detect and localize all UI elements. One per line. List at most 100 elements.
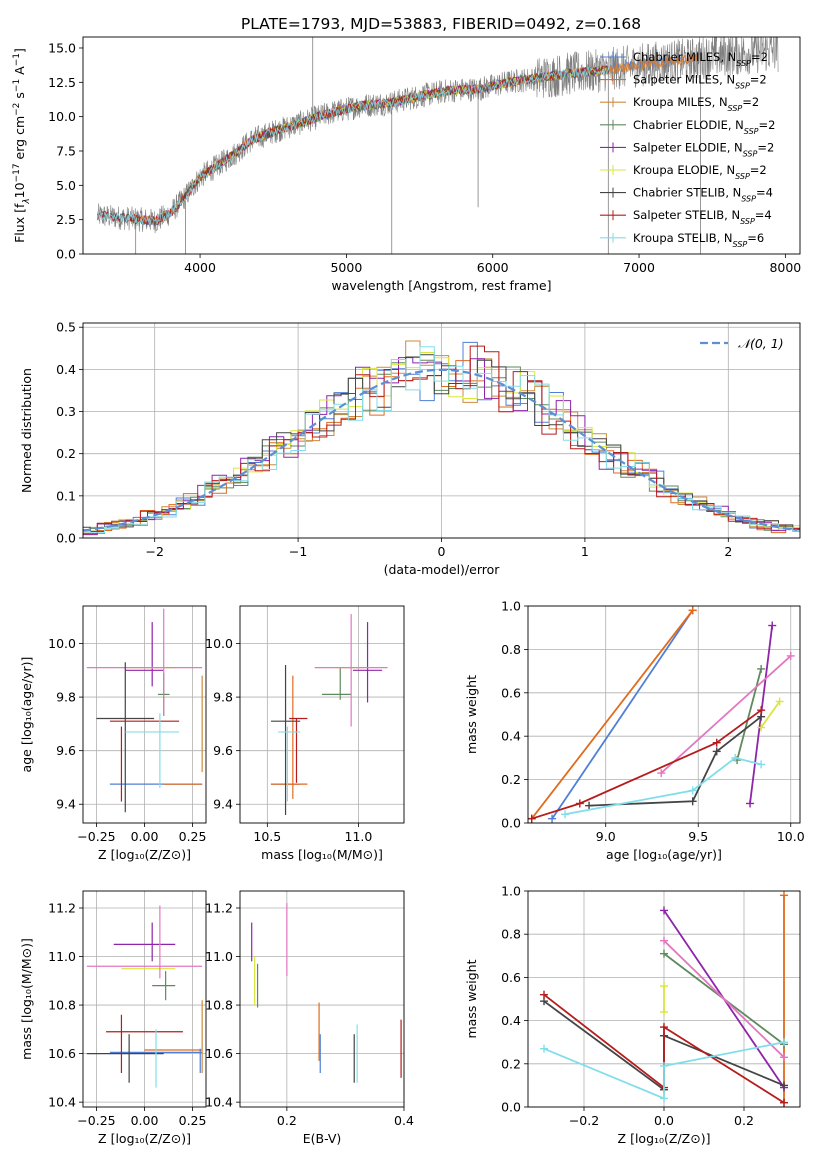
axes-frame	[239, 890, 405, 1108]
x-axis-label: Z [log₁₀(Z/Z⊙)]	[98, 1131, 191, 1146]
y-tick-label: 10.6	[205, 1046, 233, 1061]
y-tick-label: 15.0	[48, 40, 76, 55]
legend-label-text: Salpeter MILES, N	[633, 73, 735, 87]
x-tick-label: 4000	[184, 260, 216, 275]
legend-label: Kroupa ELODIE, NSSP=2	[633, 163, 767, 181]
y-tick-label: 9.6	[56, 743, 76, 758]
y-tick-label: 1.0	[501, 599, 521, 614]
x-tick-label: 0.00	[131, 1113, 159, 1128]
x-axis-label: wavelength [Angstrom, rest frame]	[331, 278, 551, 293]
y-tick-label: 0.0	[501, 816, 521, 831]
legend-label-count: =2	[750, 163, 767, 177]
legend-label-subscript: SSP	[735, 81, 750, 90]
y-axis-label-part: −17	[12, 163, 22, 182]
legend-label-text: Kroupa ELODIE, N	[633, 163, 735, 177]
series-line-pink	[663, 940, 785, 1058]
plot-area	[270, 614, 388, 815]
y-tick-label: 0.4	[501, 729, 521, 744]
legend-label-text: Salpeter ELODIE, N	[633, 140, 743, 154]
y-axis-label-part: −2	[12, 103, 22, 116]
legend-label: Salpeter ELODIE, NSSP=2	[633, 140, 774, 158]
y-tick-label: 10.6	[48, 1046, 76, 1061]
y-tick-label: 0.6	[501, 685, 521, 700]
legend-label: Chabrier MILES, NSSP=2	[633, 50, 768, 68]
x-tick-label: 0.25	[179, 829, 207, 844]
y-tick-label: 0.4	[56, 362, 76, 377]
x-tick-label: −2	[145, 544, 163, 559]
y-tick-label: 0.5	[56, 320, 76, 335]
panel-age_vs_mass: 10.5 11.0 9.4 9.6 9.8 10.0 mass [log₁₀(M/M⊙)]	[205, 605, 405, 862]
histogram-kroupa-stelib	[83, 346, 800, 534]
y-tick-label: 9.8	[56, 690, 76, 705]
x-tick-label: −0.25	[77, 1113, 115, 1128]
panel-mass_vs_ebv: 0.2 0.4 10.4 10.6 10.8 11.0 11.2 E(B-V)	[205, 890, 414, 1146]
legend-label: 𝒩(0, 1)	[738, 336, 784, 351]
legend-label-count: =2	[751, 50, 768, 64]
y-tick-label: 5.0	[56, 178, 76, 193]
y-tick-label: 11.2	[48, 900, 76, 915]
y-tick-label: 0.8	[501, 927, 521, 942]
y-axis-label-part: λ	[22, 198, 32, 204]
panel-residuals: −2 −1 0 1 2 0.0 0.1 0.2 0.3 0.4 0.5 (data-model)/er…	[19, 320, 801, 577]
y-axis-label: Normed distribution	[19, 368, 34, 493]
y-tick-label: 10.0	[48, 636, 76, 651]
x-tick-label: 0.25	[179, 1113, 207, 1128]
y-axis-label-part: ]	[12, 48, 27, 53]
y-tick-label: 0.2	[501, 772, 521, 787]
x-tick-label: −0.25	[77, 829, 115, 844]
series-line-pink	[660, 655, 792, 774]
plot-area	[86, 905, 203, 1088]
series-line-kroupa-elodie	[760, 700, 781, 729]
y-tick-label: 10.8	[205, 998, 233, 1013]
axes-frame	[239, 605, 405, 824]
legend-label-text: Chabrier STELIB, N	[633, 186, 741, 200]
legend-label-count: =4	[755, 208, 772, 222]
normal-curve	[83, 368, 798, 532]
x-axis-label: Z [log₁₀(Z/Z⊙)]	[98, 847, 191, 862]
y-tick-label: 10.8	[48, 998, 76, 1013]
series-line-chabrier-elodie	[736, 668, 762, 761]
legend-label: Kroupa MILES, NSSP=2	[633, 95, 759, 113]
legend-label-subscript: SSP	[743, 149, 758, 158]
x-axis-label: mass [log₁₀(M/M⊙)]	[261, 847, 383, 862]
y-axis-label-part: −1	[12, 53, 22, 66]
plot-area	[540, 891, 788, 1107]
plot-area	[528, 606, 795, 823]
y-tick-label: 0.6	[501, 970, 521, 985]
x-axis-label: (data-model)/error	[384, 562, 501, 577]
axes-frame	[527, 605, 801, 824]
y-tick-label: 9.4	[213, 797, 233, 812]
y-tick-label: 10.4	[205, 1095, 233, 1110]
axes-frame	[82, 36, 801, 255]
y-axis-label: mass weight	[464, 675, 479, 754]
x-tick-label: 0.00	[131, 829, 159, 844]
y-axis-label-part: 10	[12, 182, 27, 198]
series-line-chabrier-stelib	[589, 715, 762, 807]
plot-area	[97, 37, 779, 254]
panel-weight_vs_age: 9.0 9.5 10.0 0.0 0.2 0.4 0.6 0.8 1.0 age [log₁₀(a…	[464, 599, 805, 863]
x-tick-label: 0	[438, 544, 446, 559]
y-tick-label: 0.2	[501, 1056, 521, 1071]
legend-label-count: =2	[759, 118, 776, 132]
y-axis-label: Flux [fλ10−17 erg cm−2 s−1 A−1]	[12, 48, 32, 243]
y-tick-label: 0.3	[56, 404, 76, 419]
y-tick-label: 0.8	[501, 642, 521, 657]
series-line-kroupa-stelib	[543, 1041, 785, 1100]
panel-weight_vs_Z: −0.2 0.0 0.2 0.0 0.2 0.4 0.6 0.8 1.0 Z [log₁₀(Z/Z…	[464, 884, 801, 1146]
plot-area	[251, 903, 402, 1083]
legend-label-text: Salpeter STELIB, N	[633, 208, 740, 222]
panel-age_vs_Z: −0.25 0.00 0.25 9.4 9.6 9.8 10.0 Z [log₁₀(Z/Z⊙)…	[19, 605, 207, 862]
x-tick-label: 10.0	[777, 829, 805, 844]
y-tick-label: 10.0	[205, 636, 233, 651]
legend-label-subscript: SSP	[741, 194, 756, 203]
y-tick-label: 2.5	[56, 212, 76, 227]
legend-label-count: =6	[747, 231, 764, 245]
y-tick-label: 11.0	[205, 949, 233, 964]
x-tick-label: 0.2	[734, 1113, 754, 1128]
legend-label-subscript: SSP	[736, 59, 751, 68]
y-axis-label: age [log₁₀(age/yr)]	[19, 657, 34, 773]
x-tick-label: 8000	[769, 260, 801, 275]
y-tick-label: 11.0	[48, 949, 76, 964]
legend-label: Chabrier STELIB, NSSP=4	[633, 186, 773, 204]
